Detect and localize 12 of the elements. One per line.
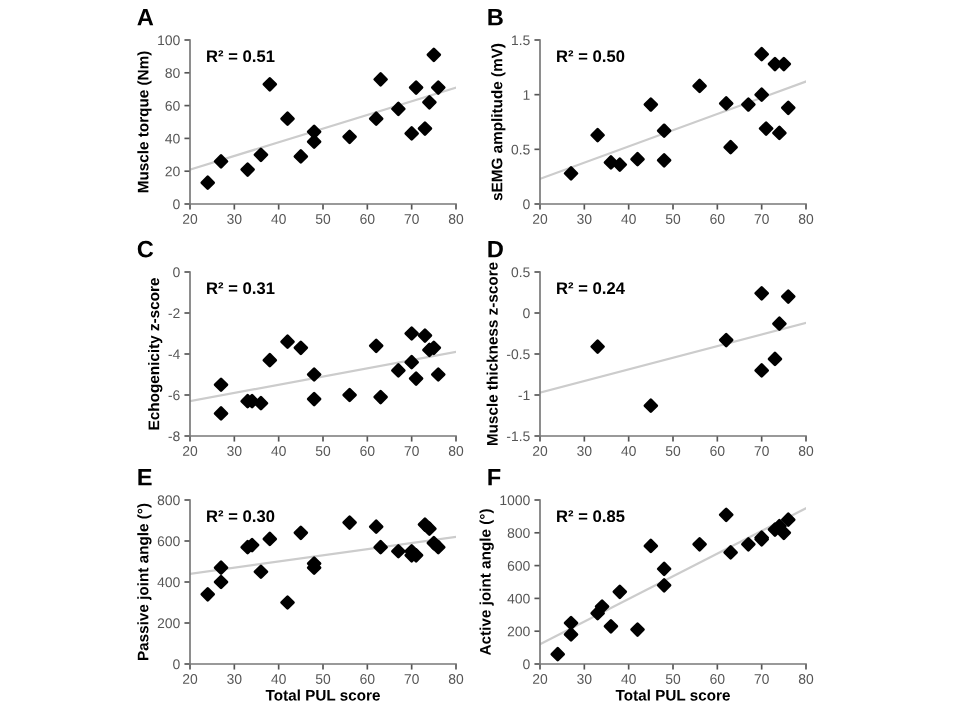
chart-title: A <box>137 9 154 26</box>
chart-title: F <box>488 469 501 486</box>
annotation: R² = 0.30 <box>207 510 275 523</box>
annotation: R² = 0.50 <box>557 50 625 63</box>
chart-title: D <box>488 241 503 258</box>
annotation: R² = 0.24 <box>557 282 625 295</box>
chart-title: E <box>138 469 152 486</box>
chart-title: C <box>137 240 154 258</box>
annotation: R² = 0.51 <box>207 50 275 63</box>
annotation: R² = 0.31 <box>207 282 275 295</box>
chart-title: B <box>488 9 503 26</box>
annotation: R² = 0.85 <box>557 510 625 523</box>
